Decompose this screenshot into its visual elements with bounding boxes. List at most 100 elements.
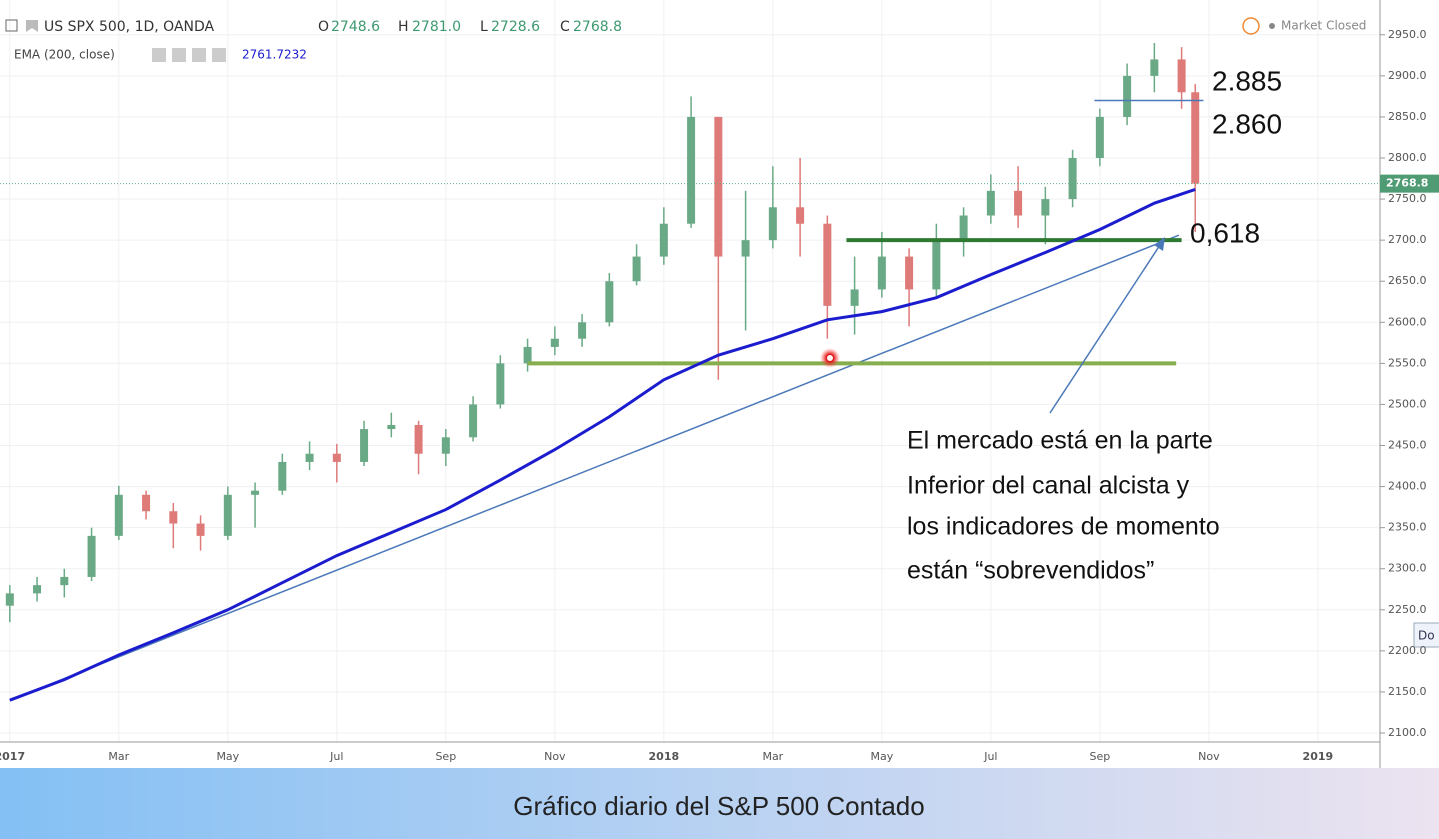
candle-body (523, 346, 532, 364)
c-label: C (560, 19, 570, 35)
settings-button[interactable] (172, 48, 186, 62)
l-label: L (480, 19, 488, 35)
candle-body (605, 281, 614, 323)
candle-body (687, 116, 696, 224)
status-dot (1269, 23, 1275, 29)
alert-icon[interactable] (1242, 17, 1260, 35)
x-tick-label: Sep (1089, 750, 1110, 763)
market-status: Market Closed (1281, 19, 1366, 33)
candle-body (850, 289, 859, 306)
y-tick-label: 2650.0 (1388, 274, 1427, 287)
candle-body (905, 256, 914, 290)
ema-line (9, 188, 1196, 702)
candle-body (60, 576, 69, 586)
ema-buttons (152, 48, 226, 62)
candle-body (360, 429, 369, 462)
candle-body (877, 256, 886, 290)
candle-body (223, 494, 232, 536)
candle-body (1123, 75, 1132, 117)
plot (0, 0, 1380, 742)
y-tick-label: 2450.0 (1388, 439, 1427, 452)
low-value: 2728.6 (491, 19, 540, 35)
trendline (9, 234, 1180, 701)
symbol[interactable]: US SPX 500, 1D, OANDA (44, 19, 215, 35)
candle-body (1177, 59, 1186, 93)
note-line: están “sobrevendidos” (907, 557, 1154, 585)
eye-button[interactable] (152, 48, 166, 62)
h-label: H (398, 19, 409, 35)
ema-label[interactable]: EMA (200, close) (14, 48, 115, 62)
note-line: Inferior del canal alcista y (907, 472, 1190, 500)
add-button[interactable] (192, 48, 206, 62)
candle-body (87, 535, 96, 577)
candle-body (632, 256, 641, 282)
annotation: 2.860 (1212, 108, 1282, 139)
y-tick-label: 2250.0 (1388, 603, 1427, 616)
candle-body (114, 494, 123, 536)
arrow (1049, 244, 1161, 414)
candle-body (33, 585, 42, 594)
x-tick-label: 2017 (0, 750, 25, 763)
x-tick-label: Jul (329, 750, 343, 763)
remove-button[interactable] (212, 48, 226, 62)
close-value: 2768.8 (573, 19, 622, 35)
annotation: 0,618 (1190, 217, 1260, 248)
candle-body (823, 223, 832, 306)
candle-body (278, 461, 287, 491)
candle-body (414, 424, 423, 454)
y-tick-label: 2950.0 (1388, 28, 1427, 41)
candle-body (305, 453, 314, 462)
x-tick-label: Jul (983, 750, 997, 763)
candle-body (741, 240, 750, 257)
x-tick-label: Nov (1198, 750, 1220, 763)
candle-body (1150, 59, 1159, 76)
y-tick-label: 2850.0 (1388, 110, 1427, 123)
open-value: 2748.6 (331, 19, 380, 35)
x-tick-label: Nov (544, 750, 566, 763)
candle-body (986, 190, 995, 216)
y-tick-label: 2750.0 (1388, 192, 1427, 205)
marker-center (827, 355, 833, 361)
candle-body (5, 593, 14, 606)
y-tick-label: 2400.0 (1388, 480, 1427, 493)
candle-body (441, 437, 450, 454)
last-price-tag (1380, 174, 1439, 193)
y-tick-label: 2150.0 (1388, 685, 1427, 698)
candle-body (1014, 190, 1023, 216)
caption-band (0, 768, 1439, 839)
candle-body (142, 494, 151, 512)
y-tick-label: 2700.0 (1388, 233, 1427, 246)
candle-body (251, 490, 260, 495)
caption: Gráfico diario del S&P 500 Contado (513, 791, 924, 821)
side-button-text[interactable]: Do (1418, 629, 1435, 643)
arrow-head (1154, 237, 1165, 251)
candle-body (578, 322, 587, 339)
flag-icon[interactable] (26, 20, 38, 32)
x-tick-label: Mar (762, 750, 783, 763)
y-tick-label: 2800.0 (1388, 151, 1427, 164)
high-value: 2781.0 (412, 19, 461, 35)
candle-body (496, 363, 505, 405)
x-tick-label: 2019 (1303, 750, 1334, 763)
candle-body (196, 523, 205, 536)
annotation: 2.885 (1212, 65, 1282, 96)
y-tick-label: 2200.0 (1388, 644, 1427, 657)
side-button[interactable] (1413, 622, 1439, 648)
x-tick-label: Sep (435, 750, 456, 763)
collapse-icon[interactable] (5, 19, 18, 32)
candle-body (659, 223, 668, 257)
y-tick-label: 2300.0 (1388, 562, 1427, 575)
o-label: O (318, 19, 329, 35)
candle-body (1068, 158, 1077, 200)
x-tick-label: 2018 (649, 750, 680, 763)
candle-body (1041, 199, 1050, 216)
candle-body (469, 404, 478, 438)
candle-body (1191, 92, 1200, 184)
x-tick-label: Mar (108, 750, 129, 763)
x-tick-label: May (870, 750, 893, 763)
x-tick-label: May (216, 750, 239, 763)
note-line: los indicadores de momento (907, 513, 1220, 541)
candle-body (550, 338, 559, 347)
candle-body (1095, 116, 1104, 159)
